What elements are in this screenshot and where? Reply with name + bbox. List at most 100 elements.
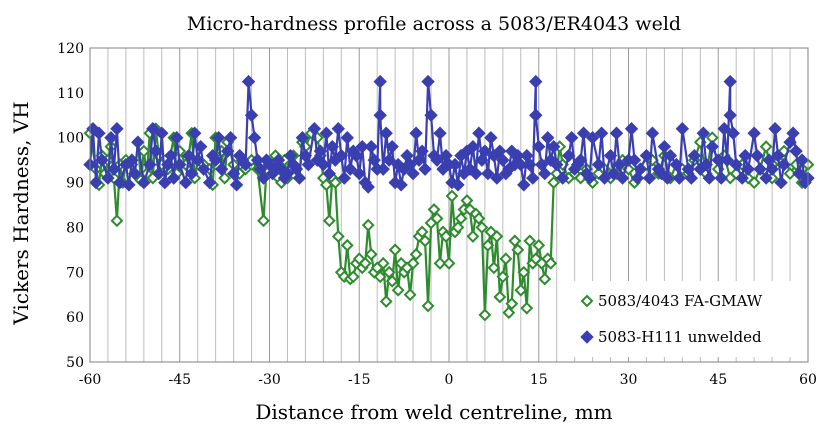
data-point xyxy=(379,126,393,140)
data-point xyxy=(427,203,441,216)
x-tick-label: 0 xyxy=(445,372,454,388)
data-point xyxy=(582,171,597,185)
data-point xyxy=(340,131,354,145)
data-point xyxy=(244,108,259,122)
x-tick-label: 15 xyxy=(530,372,548,388)
data-point xyxy=(657,139,672,154)
data-point xyxy=(391,157,405,172)
data-point xyxy=(711,153,725,167)
data-point xyxy=(352,252,366,266)
data-point xyxy=(424,108,438,122)
data-point xyxy=(672,171,687,185)
data-point xyxy=(627,153,642,167)
data-point xyxy=(645,126,660,140)
data-point xyxy=(110,122,124,136)
data-point xyxy=(382,265,396,279)
data-point xyxy=(768,122,782,136)
data-point xyxy=(430,212,444,225)
data-point xyxy=(211,131,226,145)
data-point xyxy=(149,144,163,158)
data-point xyxy=(633,162,648,176)
data-point xyxy=(331,229,345,243)
data-point xyxy=(137,175,151,190)
data-point xyxy=(128,166,142,181)
data-point xyxy=(409,247,423,261)
data-point xyxy=(388,243,402,257)
data-point xyxy=(669,157,684,172)
data-point xyxy=(738,148,752,163)
data-point xyxy=(415,225,429,239)
data-point xyxy=(747,126,761,140)
data-point xyxy=(723,74,737,89)
data-point xyxy=(430,153,444,167)
data-point xyxy=(466,139,480,154)
data-point xyxy=(532,238,546,252)
data-point xyxy=(490,229,504,243)
data-point xyxy=(702,171,716,185)
data-point xyxy=(295,131,310,145)
data-point xyxy=(170,131,184,145)
data-point xyxy=(307,122,322,136)
data-point xyxy=(786,126,800,140)
y-tick-label: 80 xyxy=(66,220,84,236)
data-point xyxy=(418,234,432,248)
data-point xyxy=(615,171,630,185)
data-point xyxy=(238,157,253,172)
data-point xyxy=(747,176,761,189)
data-point xyxy=(714,171,728,185)
data-point xyxy=(439,229,453,243)
data-point xyxy=(406,166,420,181)
data-point xyxy=(193,139,208,154)
data-point xyxy=(789,144,803,158)
data-point xyxy=(705,139,719,154)
data-point xyxy=(687,148,702,163)
data-point xyxy=(454,212,468,225)
data-point xyxy=(564,131,579,145)
data-point xyxy=(448,157,462,172)
data-point xyxy=(361,180,375,194)
data-point xyxy=(726,126,740,140)
x-tick-label: 30 xyxy=(620,372,638,388)
data-point xyxy=(750,148,764,163)
data-point xyxy=(723,108,737,122)
data-point xyxy=(684,171,699,185)
data-point xyxy=(208,153,223,167)
data-point xyxy=(517,178,531,192)
y-tick-label: 90 xyxy=(66,176,84,192)
legend-label: 5083-H111 unwelded xyxy=(598,328,762,346)
chart-title: Micro-hardness profile across a 5083/ER4… xyxy=(187,13,681,35)
data-point xyxy=(376,256,390,270)
data-point xyxy=(385,274,399,288)
data-point xyxy=(517,265,531,279)
data-point xyxy=(795,153,809,167)
data-point xyxy=(107,162,121,176)
legend-label: 5083/4043 FA-GMAW xyxy=(598,292,763,310)
x-tick-label: 45 xyxy=(709,372,727,388)
data-point xyxy=(319,126,334,140)
data-point xyxy=(660,171,675,185)
x-tick-label: -60 xyxy=(79,372,102,388)
data-point xyxy=(594,126,609,140)
data-point xyxy=(202,175,217,190)
data-point xyxy=(520,301,534,315)
data-point xyxy=(403,288,417,302)
data-point xyxy=(415,144,429,158)
data-point xyxy=(547,139,561,154)
data-point xyxy=(484,131,498,145)
data-point xyxy=(391,283,405,297)
data-point xyxy=(313,144,328,158)
x-axis-title: Distance from weld centreline, mm xyxy=(255,400,612,424)
data-point xyxy=(699,157,713,172)
data-point xyxy=(101,171,115,185)
data-point xyxy=(256,171,271,185)
data-point xyxy=(433,126,447,140)
data-point xyxy=(382,153,396,167)
data-point xyxy=(196,162,211,176)
data-point xyxy=(179,175,193,190)
data-point xyxy=(406,256,420,270)
data-point xyxy=(514,157,528,172)
data-point xyxy=(603,148,618,163)
data-point xyxy=(364,139,378,154)
data-point xyxy=(322,166,337,181)
